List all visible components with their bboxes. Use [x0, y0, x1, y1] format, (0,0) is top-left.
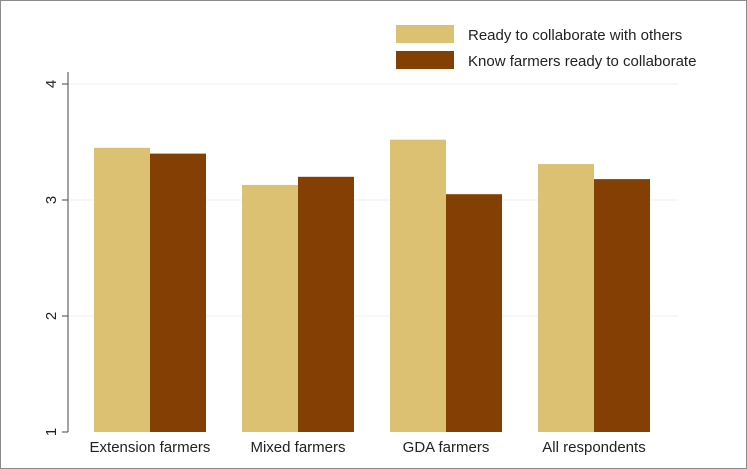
bar-ready-1	[242, 184, 298, 432]
x-tick-label: Mixed farmers	[250, 439, 345, 456]
legend: Ready to collaborate with others Know fa…	[396, 25, 696, 70]
bar-know-3	[594, 179, 650, 432]
y-axis: 1 2 3 4	[43, 72, 69, 436]
bar-ready-0	[94, 147, 150, 433]
bar-ready-3	[538, 164, 594, 433]
x-tick-label: All respondents	[542, 439, 645, 456]
legend-swatch-ready	[396, 25, 454, 43]
bar-ready-2	[390, 139, 446, 432]
bar-know-2	[446, 194, 502, 432]
y-tick-label: 4	[43, 80, 60, 88]
y-tick-label: 3	[43, 196, 60, 204]
x-tick-labels: Extension farmers Mixed farmers GDA farmer…	[90, 439, 646, 456]
y-tick-label: 1	[43, 428, 60, 436]
bar-know-0	[150, 153, 206, 432]
bar-know-1	[298, 176, 354, 432]
y-tick-label: 2	[43, 312, 60, 320]
x-tick-label: GDA farmers	[403, 439, 490, 456]
legend-label-know: Know farmers ready to collaborate	[468, 53, 696, 70]
legend-swatch-know	[396, 51, 454, 69]
bars	[94, 139, 650, 433]
legend-label-ready: Ready to collaborate with others	[468, 27, 682, 44]
x-tick-label: Extension farmers	[90, 439, 211, 456]
